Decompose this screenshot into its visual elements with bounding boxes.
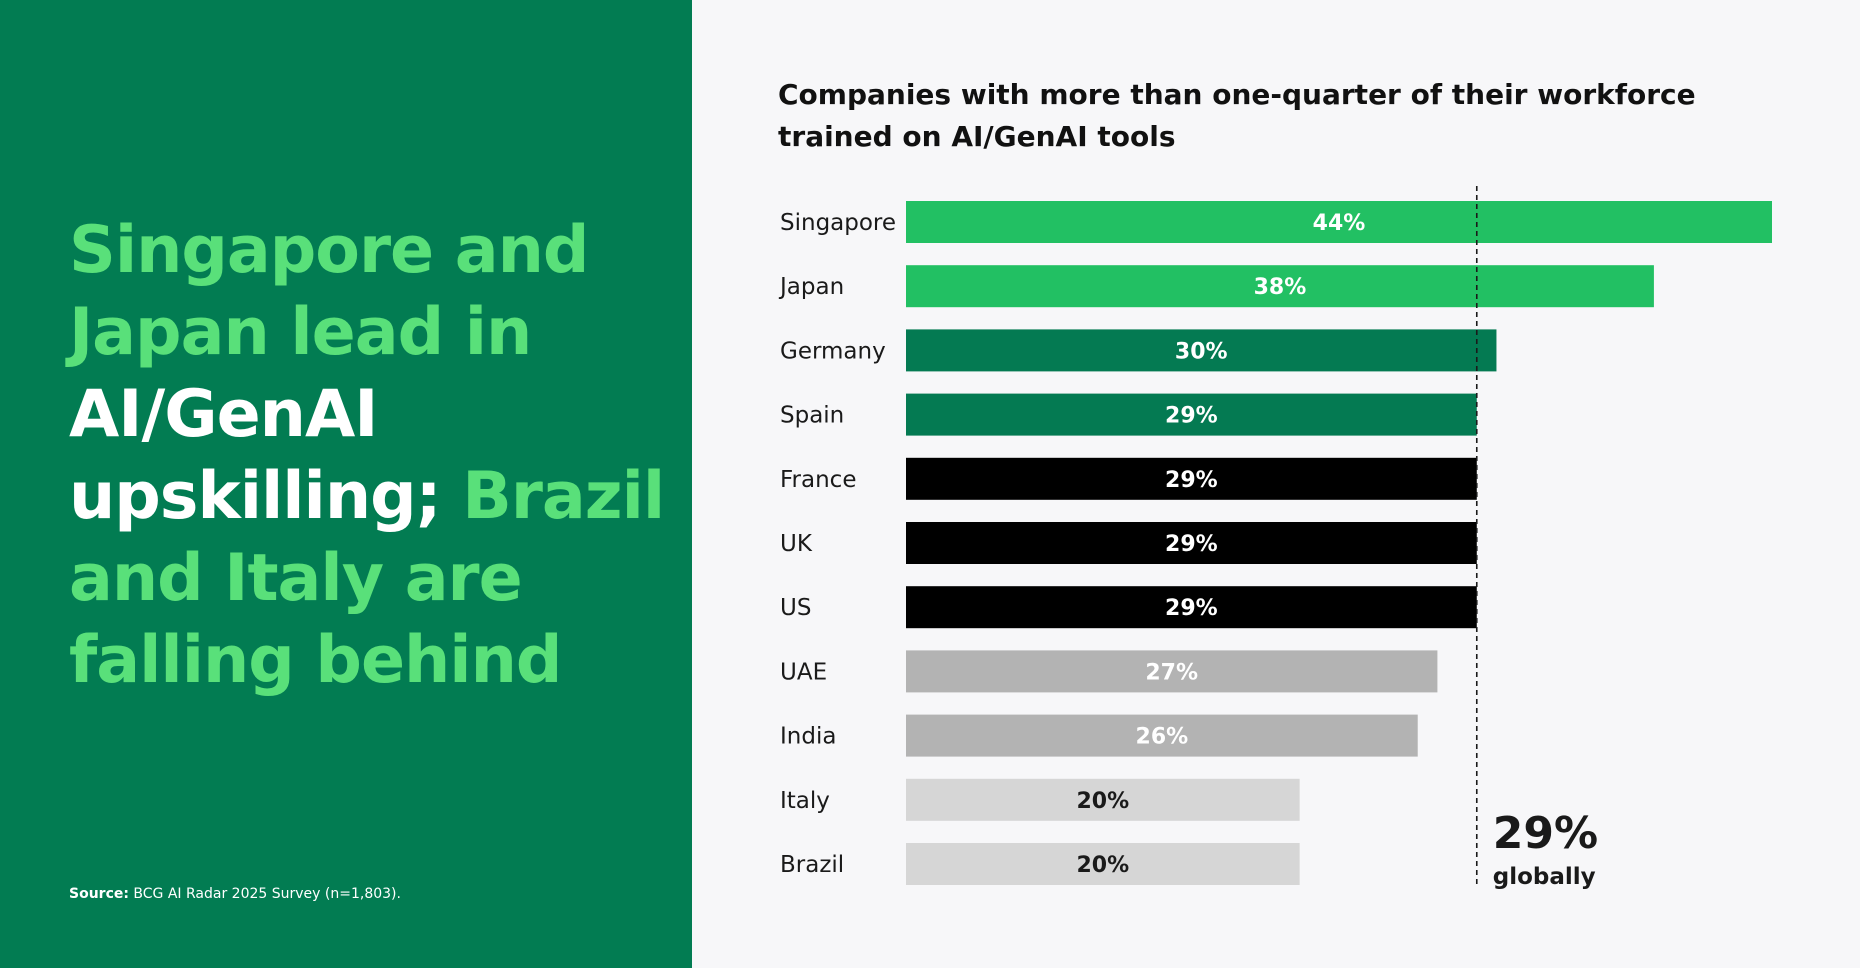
headline-panel: Singapore and Japan lead in AI/GenAI ups… — [0, 0, 692, 968]
bar-france — [906, 457, 1477, 500]
bar-uk — [906, 522, 1477, 564]
bar-japan — [906, 265, 1654, 308]
bar-germany — [906, 329, 1497, 372]
value-label-germany: 30% — [1175, 339, 1228, 364]
source-text: BCG AI Radar 2025 Survey (n=1,803). — [133, 886, 401, 902]
category-label-italy: Italy — [780, 788, 830, 814]
category-label-uae: UAE — [780, 659, 827, 685]
source-note: Source: BCG AI Radar 2025 Survey (n=1,80… — [69, 886, 401, 902]
bar-chart: Singapore 44% Japan 38% Germany 30% Spain 29% Fr… — [778, 186, 1772, 890]
headline-part-topic: AI/GenAI upskilling; — [69, 377, 463, 534]
category-label-brazil: Brazil — [780, 852, 844, 878]
headline: Singapore and Japan lead in AI/GenAI ups… — [69, 210, 669, 702]
bar-singapore — [906, 201, 1772, 243]
value-label-uae: 27% — [1145, 660, 1198, 685]
source-label: Source: — [69, 886, 129, 902]
bar-uae — [906, 650, 1438, 693]
chart-panel: Companies with more than one-quarter of … — [692, 0, 1860, 968]
global-average-value: 29% — [1493, 808, 1598, 859]
category-label-germany: Germany — [780, 338, 886, 364]
chart-title: Companies with more than one-quarter of … — [778, 78, 1696, 153]
bar-brazil — [906, 843, 1300, 885]
headline-part-leaders: Singapore and Japan lead in — [69, 213, 589, 370]
value-label-india: 26% — [1136, 725, 1189, 750]
bar-us — [906, 586, 1477, 629]
value-label-france: 29% — [1165, 468, 1218, 493]
headline-part-laggards: Brazil and Italy are falling behind — [69, 459, 665, 698]
value-label-uk: 29% — [1165, 532, 1218, 557]
bar-india — [906, 714, 1418, 757]
category-label-spain: Spain — [780, 403, 844, 429]
value-label-us: 29% — [1165, 596, 1218, 621]
bar-spain — [906, 393, 1477, 436]
category-label-us: US — [780, 595, 811, 621]
value-label-spain: 29% — [1165, 404, 1218, 429]
bar-italy — [906, 778, 1300, 821]
category-label-france: France — [780, 467, 856, 493]
value-label-singapore: 44% — [1313, 211, 1366, 236]
value-label-japan: 38% — [1254, 275, 1307, 300]
category-label-india: India — [780, 724, 836, 750]
value-label-brazil: 20% — [1076, 853, 1129, 878]
global-average-label: globally — [1493, 864, 1596, 890]
category-label-uk: UK — [780, 531, 813, 557]
value-label-italy: 20% — [1076, 789, 1129, 814]
category-label-japan: Japan — [778, 274, 844, 300]
category-label-singapore: Singapore — [780, 210, 896, 236]
